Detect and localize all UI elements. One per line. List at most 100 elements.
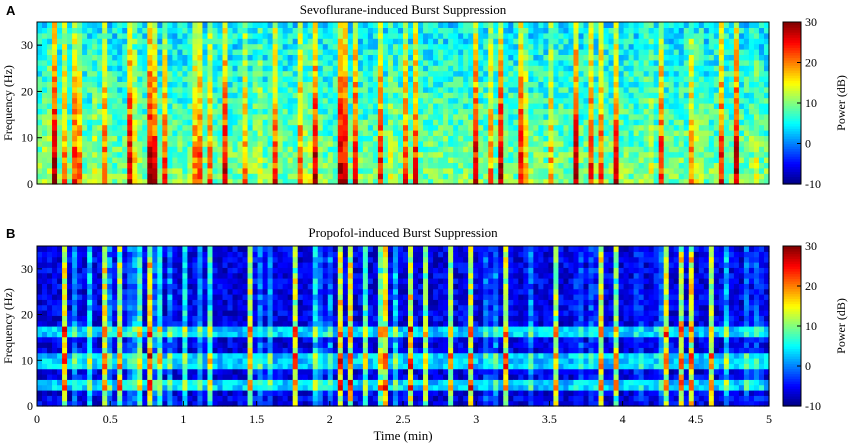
- heatmap-cell: [292, 54, 299, 61]
- heatmap-cell: [538, 140, 544, 147]
- heatmap-cell: [112, 272, 118, 279]
- heatmap-cell: [758, 38, 765, 45]
- heatmap-cell: [463, 32, 469, 39]
- heatmap-cell: [763, 70, 770, 77]
- heatmap-cell: [558, 162, 565, 169]
- heatmap-cell: [372, 22, 379, 28]
- heatmap-cell: [332, 135, 339, 142]
- heatmap-cell: [693, 97, 700, 104]
- heatmap-cell: [743, 167, 750, 174]
- heatmap-cell: [763, 27, 770, 34]
- heatmap-cell: [408, 70, 414, 77]
- heatmap-cell: [438, 65, 444, 72]
- heatmap-cell: [237, 86, 244, 93]
- heatmap-cell: [352, 140, 359, 147]
- heatmap-cell: [312, 146, 319, 153]
- heatmap-cell: [42, 135, 48, 142]
- heatmap-cell: [653, 113, 660, 120]
- heatmap-cell: [42, 108, 48, 115]
- heatmap-cell: [523, 178, 529, 185]
- heatmap-cell: [718, 38, 725, 45]
- heatmap-cell: [262, 86, 269, 93]
- heatmap-cell: [658, 65, 665, 72]
- heatmap-cell: [738, 92, 745, 99]
- heatmap-cell: [137, 178, 143, 185]
- heatmap-cell: [408, 178, 414, 185]
- heatmap-cell: [37, 315, 43, 322]
- heatmap-cell: [232, 108, 239, 115]
- heatmap-cell: [558, 178, 565, 185]
- heatmap-cell: [513, 151, 519, 158]
- heatmap-cell: [142, 103, 148, 109]
- heatmap-cell: [67, 103, 73, 109]
- heatmap-cell: [297, 178, 304, 185]
- heatmap-cell: [403, 140, 409, 147]
- heatmap-cell: [87, 379, 93, 386]
- heatmap-cell: [247, 167, 254, 174]
- heatmap-cell: [413, 97, 419, 104]
- heatmap-cell: [77, 22, 83, 28]
- heatmap-cell: [518, 92, 524, 99]
- heatmap-cell: [77, 272, 83, 279]
- heatmap-cell: [57, 140, 63, 147]
- heatmap-cell: [332, 92, 339, 99]
- heatmap-cell: [72, 86, 78, 93]
- heatmap-cell: [237, 81, 244, 88]
- heatmap-cell: [493, 108, 499, 115]
- heatmap-cell: [603, 167, 610, 174]
- heatmap-cell: [202, 38, 209, 45]
- heatmap-cell: [242, 173, 249, 180]
- heatmap-cell: [37, 283, 43, 290]
- heatmap-cell: [688, 49, 695, 55]
- heatmap-cell: [423, 86, 429, 93]
- heatmap-cell: [272, 38, 279, 45]
- heatmap-cell: [322, 38, 329, 45]
- heatmap-cell: [583, 130, 590, 136]
- heatmap-cell: [152, 124, 158, 131]
- heatmap-cell: [753, 54, 760, 61]
- heatmap-cell: [758, 65, 765, 72]
- heatmap-cell: [112, 368, 118, 375]
- heatmap-cell: [473, 59, 479, 66]
- heatmap-cell: [157, 130, 163, 136]
- heatmap-cell: [413, 162, 419, 169]
- heatmap-cell: [453, 140, 459, 147]
- heatmap-cell: [302, 38, 309, 45]
- heatmap-cell: [397, 167, 404, 174]
- heatmap-cell: [47, 283, 53, 290]
- heatmap-cell: [748, 38, 755, 45]
- heatmap-cell: [463, 81, 469, 88]
- heatmap-cell: [367, 27, 374, 34]
- heatmap-cell: [558, 119, 565, 126]
- heatmap-cell: [688, 167, 695, 174]
- heatmap-cell: [488, 97, 494, 104]
- heatmap-cell: [172, 108, 178, 115]
- heatmap-cell: [92, 363, 98, 370]
- heatmap-cell: [518, 119, 524, 126]
- heatmap-cell: [47, 342, 53, 348]
- heatmap-cell: [87, 326, 93, 332]
- heatmap-cell: [207, 146, 214, 153]
- heatmap-cell: [593, 70, 600, 77]
- heatmap-cell: [42, 103, 48, 109]
- heatmap-cell: [82, 49, 88, 55]
- heatmap-cell: [543, 81, 549, 88]
- heatmap-cell: [212, 146, 219, 153]
- heatmap-cell: [242, 157, 249, 163]
- heatmap-cell: [578, 162, 585, 169]
- heatmap-cell: [763, 54, 770, 61]
- heatmap-cell: [648, 108, 655, 115]
- heatmap-cell: [122, 151, 128, 158]
- heatmap-cell: [453, 103, 459, 109]
- heatmap-cell: [62, 288, 68, 295]
- heatmap-cell: [327, 65, 334, 72]
- heatmap-cell: [297, 70, 304, 77]
- heatmap-cell: [282, 113, 289, 120]
- heatmap-cell: [458, 151, 464, 158]
- heatmap-cell: [693, 157, 700, 163]
- heatmap-cell: [37, 22, 43, 28]
- heatmap-cell: [433, 76, 439, 82]
- heatmap-cell: [37, 108, 43, 115]
- heatmap-cell: [588, 59, 595, 66]
- heatmap-cell: [643, 49, 650, 55]
